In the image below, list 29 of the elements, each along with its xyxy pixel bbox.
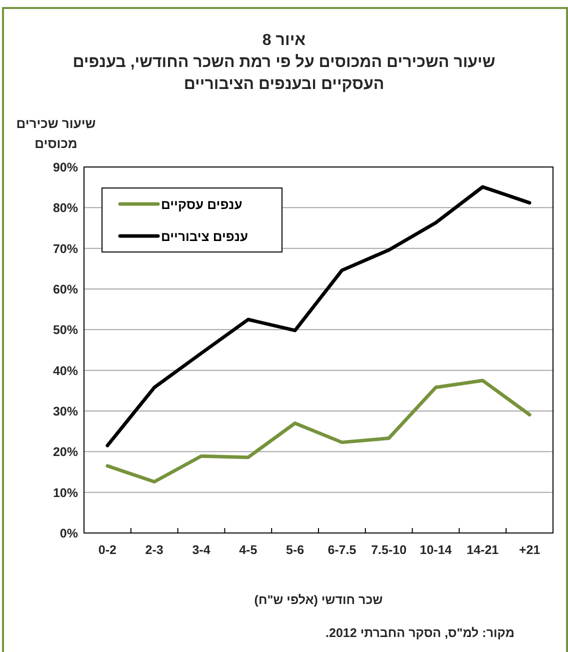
y-tick-label: 10% — [52, 486, 78, 500]
x-tick-label: 2-3 — [145, 543, 164, 557]
text: מקור: למ"ס, הסקר החברתי 2012. — [326, 626, 514, 640]
line-series — [106, 378, 532, 484]
x-tick-label: 10-14 — [420, 543, 452, 557]
y-tick-label: 0% — [60, 526, 78, 540]
line-series — [106, 185, 532, 448]
y-tick-label: 80% — [52, 201, 78, 216]
y-tick-label: 30% — [52, 404, 78, 418]
x-tick-label: 3-4 — [192, 543, 210, 557]
y-tick-label: 40% — [52, 364, 78, 378]
x-tick-label: 14-21 — [466, 543, 499, 557]
x-tick-label: 6-7.5 — [328, 543, 356, 557]
x-tick-label: 0-2 — [98, 543, 117, 557]
y-axis-title: שיעור שכירים מכוסים — [16, 116, 96, 151]
x-tick-label: +21 — [518, 543, 540, 557]
chart-title: איור 8 — [262, 32, 306, 49]
y-tick-label: 70% — [52, 242, 78, 256]
y-tick-label: 50% — [52, 323, 78, 338]
x-tick-label: 4-5 — [239, 543, 258, 557]
y-tick-label: 60% — [52, 282, 78, 296]
legend-label: ענפים ציבוריים — [161, 229, 248, 244]
chart-subtitle: שיעור השכירים המכוסים על פי רמת השכר החודשי, בענפים העסקיים ובענפים הציבוריים — [72, 53, 496, 93]
y-tick-label: 20% — [52, 445, 78, 460]
y-tick-label: 90% — [52, 160, 78, 174]
x-tick-label: 7.5-10 — [371, 543, 407, 557]
x-axis-title: שכר חודשי (אלפי ש"ח) — [254, 593, 383, 607]
x-tick-label: 5-6 — [286, 543, 304, 557]
legend-label: ענפים עסקיים — [161, 197, 242, 212]
